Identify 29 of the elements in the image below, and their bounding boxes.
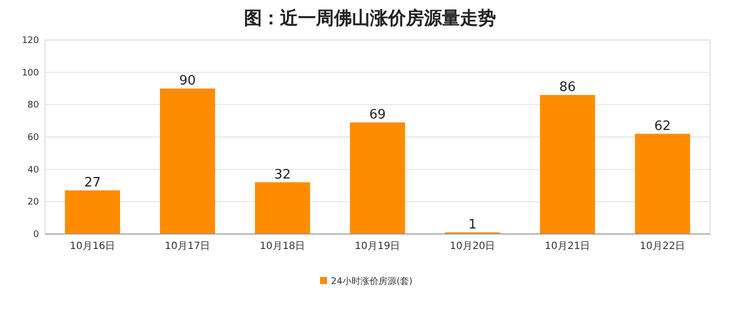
chart-title: 图：近一周佛山涨价房源量走势 (244, 8, 496, 29)
y-tick-label: 120 (22, 36, 40, 46)
data-label: 86 (559, 80, 576, 95)
legend-label: 24小时涨价房源(套) (331, 276, 412, 287)
x-tick-label: 10月16日 (70, 241, 116, 252)
y-tick-label: 0 (33, 230, 40, 240)
y-tick-label: 60 (28, 133, 40, 143)
x-tick-label: 10月17日 (164, 241, 210, 252)
bar (160, 88, 216, 234)
x-tick-label: 10月20日 (450, 241, 496, 252)
x-tick-label: 10月21日 (544, 241, 590, 252)
data-label: 90 (179, 74, 196, 88)
bar (350, 122, 406, 234)
bar (634, 134, 690, 234)
y-tick-label: 40 (28, 165, 40, 176)
y-tick-label: 100 (22, 68, 40, 78)
x-tick-label: 10月22日 (640, 241, 686, 252)
x-tick-label: 10月19日 (354, 241, 400, 252)
data-label: 69 (369, 107, 386, 122)
data-label: 1 (468, 217, 477, 232)
y-tick-label: 20 (28, 198, 40, 208)
bar (64, 190, 120, 234)
data-label: 32 (274, 167, 291, 182)
data-label: 27 (84, 175, 101, 190)
x-tick-label: 10月18日 (260, 241, 306, 252)
y-tick-label: 80 (28, 100, 40, 111)
bar (254, 182, 310, 234)
bar (540, 94, 596, 234)
data-label: 62 (654, 118, 671, 134)
